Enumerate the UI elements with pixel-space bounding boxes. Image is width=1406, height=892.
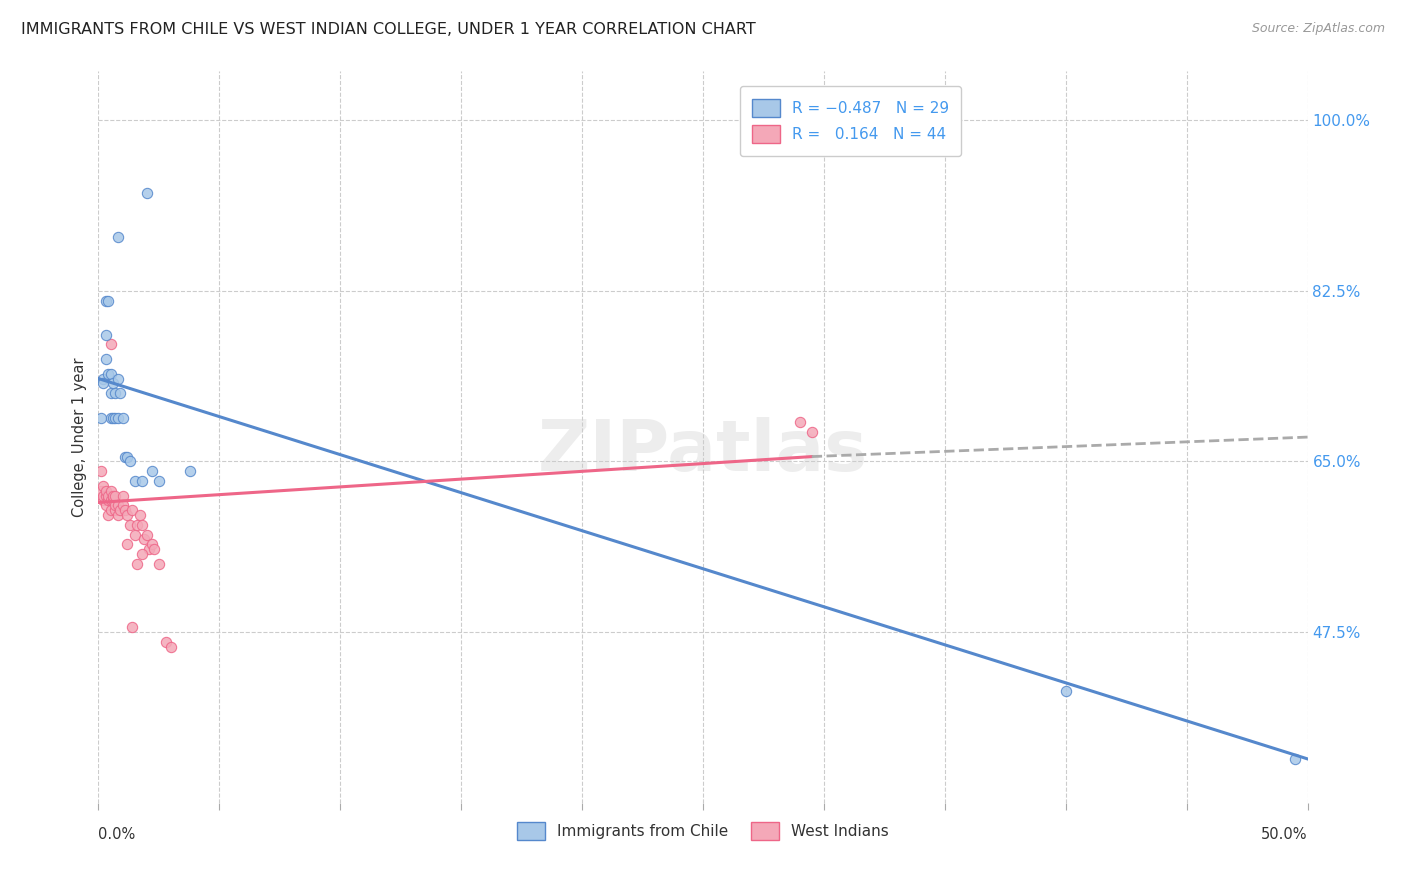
- Point: [107, 230, 129, 244]
- Point: [138, 542, 160, 557]
- Point: [91, 479, 114, 493]
- Point: [128, 508, 150, 522]
- Point: [104, 489, 127, 503]
- Point: [100, 483, 122, 498]
- Point: [114, 503, 136, 517]
- Point: [148, 474, 170, 488]
- Point: [160, 640, 183, 654]
- Point: [108, 386, 131, 401]
- Text: 50.0%: 50.0%: [1261, 827, 1308, 842]
- Point: [141, 464, 163, 478]
- Point: [118, 454, 141, 468]
- Point: [91, 371, 114, 385]
- Legend: Immigrants from Chile, West Indians: Immigrants from Chile, West Indians: [512, 815, 894, 847]
- Point: [135, 527, 157, 541]
- Point: [121, 620, 143, 634]
- Point: [131, 517, 153, 532]
- Point: [1284, 752, 1306, 766]
- Point: [107, 508, 129, 522]
- Point: [800, 425, 823, 440]
- Point: [134, 533, 156, 547]
- Point: [101, 410, 124, 425]
- Point: [94, 293, 117, 308]
- Point: [90, 483, 112, 498]
- Point: [117, 537, 139, 551]
- Point: [97, 508, 120, 522]
- Point: [91, 489, 114, 503]
- Point: [107, 410, 129, 425]
- Point: [118, 517, 141, 532]
- Point: [135, 186, 157, 201]
- Point: [94, 499, 117, 513]
- Text: Source: ZipAtlas.com: Source: ZipAtlas.com: [1251, 22, 1385, 36]
- Point: [90, 464, 112, 478]
- Point: [789, 416, 811, 430]
- Point: [179, 464, 201, 478]
- Point: [100, 337, 122, 351]
- Point: [121, 503, 143, 517]
- Point: [107, 371, 129, 385]
- Point: [131, 474, 153, 488]
- Point: [100, 410, 122, 425]
- Text: IMMIGRANTS FROM CHILE VS WEST INDIAN COLLEGE, UNDER 1 YEAR CORRELATION CHART: IMMIGRANTS FROM CHILE VS WEST INDIAN COL…: [21, 22, 756, 37]
- Point: [94, 489, 117, 503]
- Point: [127, 517, 149, 532]
- Point: [97, 489, 120, 503]
- Text: ZIPatlas: ZIPatlas: [538, 417, 868, 486]
- Point: [100, 367, 122, 381]
- Point: [91, 493, 114, 508]
- Point: [91, 376, 114, 391]
- Point: [104, 386, 127, 401]
- Point: [97, 493, 120, 508]
- Point: [100, 493, 122, 508]
- Point: [94, 327, 117, 342]
- Point: [104, 503, 127, 517]
- Point: [100, 386, 122, 401]
- Point: [101, 493, 124, 508]
- Point: [148, 557, 170, 571]
- Point: [108, 503, 131, 517]
- Text: 0.0%: 0.0%: [98, 827, 135, 842]
- Point: [107, 499, 129, 513]
- Point: [1054, 683, 1077, 698]
- Point: [97, 367, 120, 381]
- Point: [127, 557, 149, 571]
- Point: [124, 527, 146, 541]
- Point: [104, 410, 127, 425]
- Point: [155, 635, 177, 649]
- Point: [131, 547, 153, 561]
- Point: [94, 483, 117, 498]
- Point: [104, 499, 127, 513]
- Point: [94, 352, 117, 367]
- Point: [97, 293, 120, 308]
- Point: [101, 376, 124, 391]
- Point: [90, 410, 112, 425]
- Point: [111, 489, 134, 503]
- Point: [101, 489, 124, 503]
- Y-axis label: College, Under 1 year: College, Under 1 year: [72, 358, 87, 516]
- Point: [114, 450, 136, 464]
- Point: [124, 474, 146, 488]
- Point: [117, 450, 139, 464]
- Point: [100, 503, 122, 517]
- Point: [111, 499, 134, 513]
- Point: [111, 410, 134, 425]
- Point: [141, 537, 163, 551]
- Point: [117, 508, 139, 522]
- Point: [143, 542, 166, 557]
